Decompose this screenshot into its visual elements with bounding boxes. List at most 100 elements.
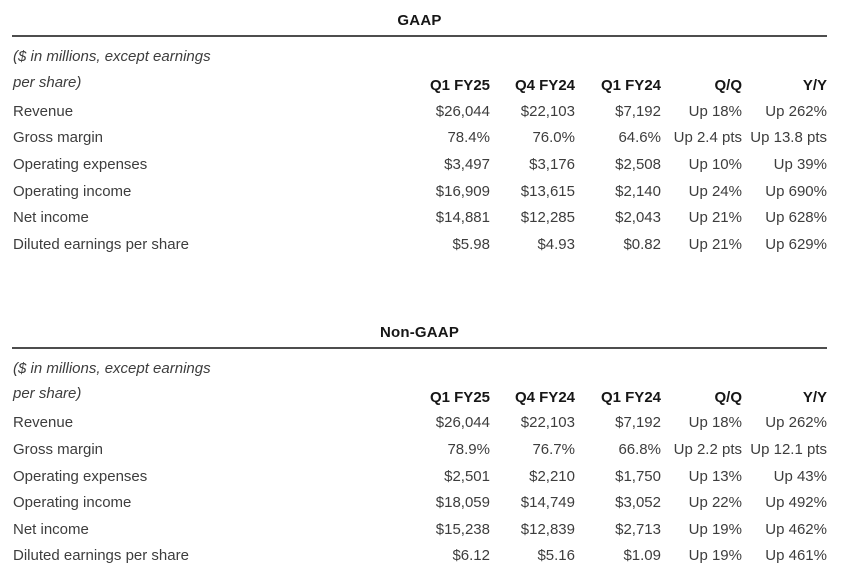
row-value: $4.93 (537, 235, 575, 253)
row-label: Operating expenses (13, 467, 148, 485)
row-label: Gross margin (13, 440, 104, 458)
row-value: $6.12 (452, 547, 490, 565)
column-header-q4fy24: Q4 FY24 (514, 77, 575, 94)
row-value: Up 690% (765, 182, 827, 200)
row-value: Up 629% (765, 235, 827, 253)
column-header-qq: Q/Q (714, 77, 742, 94)
row-value: $18,059 (435, 494, 490, 512)
table-row: Operating income $18,059 $14,749 $3,052 Up 2… (12, 489, 827, 516)
row-value: $7,192 (615, 414, 661, 432)
row-value: Up 461% (765, 547, 827, 565)
row-value: $3,176 (529, 155, 575, 173)
row-value: Up 10% (688, 155, 742, 173)
row-value: Up 2.2 pts (673, 440, 742, 458)
row-value: Up 492% (765, 494, 827, 512)
row-label: Net income (13, 520, 89, 538)
row-value: $15,238 (435, 520, 490, 538)
row-value: 76.0% (532, 129, 575, 147)
row-value: $1,750 (615, 467, 661, 485)
row-value: Up 628% (765, 209, 827, 227)
row-value: Up 43% (773, 467, 827, 485)
row-label: Operating income (13, 182, 132, 200)
row-value: Up 21% (688, 209, 742, 227)
row-value: $0.82 (623, 235, 661, 253)
row-value: $7,192 (615, 102, 661, 120)
row-value: $13,615 (520, 182, 575, 200)
row-value: Up 22% (688, 494, 742, 512)
row-value: Up 39% (773, 155, 827, 173)
column-header-q1fy25: Q1 FY25 (429, 388, 490, 406)
column-header-yy: Y/Y (802, 388, 827, 406)
row-label: Net income (13, 209, 89, 227)
units-note-line1: ($ in millions, except earnings (13, 359, 211, 377)
gaap-header-row: ($ in millions, except earnings per shar… (12, 37, 827, 98)
row-label: Revenue (13, 102, 74, 120)
row-value: $26,044 (435, 414, 490, 432)
table-row: Operating income $16,909 $13,615 $2,140 Up 2… (12, 178, 827, 205)
column-header-q1fy25: Q1 FY25 (429, 77, 490, 94)
table-row: Revenue $26,044 $22,103 $7,192 Up 18% Up 262% (12, 98, 827, 125)
row-value: $2,501 (444, 467, 490, 485)
column-header-q1fy24: Q1 FY24 (600, 77, 661, 94)
row-value: Up 13% (688, 467, 742, 485)
table-row: Gross margin 78.9% 76.7% 66.8% Up 2.2 pts Up … (12, 436, 827, 463)
row-value: Up 2.4 pts (673, 129, 742, 147)
row-value: $22,103 (520, 102, 575, 120)
row-value: Up 262% (765, 102, 827, 120)
row-label: Operating income (13, 494, 132, 512)
non-gaap-table: ($ in millions, except earnings per shar… (12, 349, 827, 569)
row-value: Up 462% (765, 520, 827, 538)
non-gaap-section-title: Non-GAAP (379, 323, 460, 341)
row-value: $2,043 (615, 209, 661, 227)
row-label: Gross margin (13, 129, 104, 147)
units-note-line2: per share) (13, 385, 82, 403)
row-label: Revenue (13, 414, 74, 432)
table-row: Gross margin 78.4% 76.0% 64.6% Up 2.4 pts Up … (12, 125, 827, 152)
row-value: 76.7% (532, 440, 575, 458)
non-gaap-title-rule (12, 346, 827, 349)
row-value: $12,839 (520, 520, 575, 538)
row-value: $26,044 (435, 102, 490, 120)
row-value: $14,749 (520, 494, 575, 512)
row-value: $14,881 (435, 209, 490, 227)
row-value: $16,909 (435, 182, 490, 200)
table-row: Net income $14,881 $12,285 $2,043 Up 21% Up 6… (12, 204, 827, 231)
table-row: Diluted earnings per share $6.12 $5.16 $1.0… (12, 543, 827, 569)
row-value: Up 19% (688, 547, 742, 565)
units-note-line1: ($ in millions, except earnings (13, 48, 211, 65)
row-value: $22,103 (520, 414, 575, 432)
column-header-q4fy24: Q4 FY24 (514, 388, 575, 406)
row-value: 66.8% (618, 440, 661, 458)
row-value: $12,285 (520, 209, 575, 227)
row-value: 64.6% (618, 129, 661, 147)
row-value: $2,713 (615, 520, 661, 538)
table-row: Revenue $26,044 $22,103 $7,192 Up 18% Up 262% (12, 410, 827, 437)
row-value: Up 12.1 pts (750, 440, 827, 458)
column-header-q1fy24: Q1 FY24 (600, 388, 661, 406)
row-value: Up 18% (688, 414, 742, 432)
row-value: Up 13.8 pts (750, 129, 827, 147)
non-gaap-header-row: ($ in millions, except earnings per shar… (12, 349, 827, 410)
table-row: Operating expenses $2,501 $2,210 $1,750 Up 1… (12, 463, 827, 490)
row-value: Up 18% (688, 102, 742, 120)
row-value: $1.09 (623, 547, 661, 565)
row-value: $2,508 (615, 155, 661, 173)
row-label: Diluted earnings per share (13, 235, 189, 253)
row-value: 78.4% (447, 129, 490, 147)
row-value: $2,140 (615, 182, 661, 200)
column-header-qq: Q/Q (714, 388, 742, 406)
column-header-yy: Y/Y (802, 77, 827, 94)
row-value: Up 19% (688, 520, 742, 538)
gaap-title-rule (12, 35, 827, 37)
gaap-table: ($ in millions, except earnings per shar… (12, 37, 827, 258)
gaap-section-title: GAAP (397, 12, 442, 29)
table-row: Operating expenses $3,497 $3,176 $2,508 Up 1… (12, 151, 827, 178)
row-value: $5.98 (452, 235, 490, 253)
units-note: ($ in millions, except earnings per shar… (12, 37, 392, 98)
row-value: $3,052 (615, 494, 661, 512)
row-value: $5.16 (537, 547, 575, 565)
units-note: ($ in millions, except earnings per shar… (12, 349, 392, 410)
table-row: Diluted earnings per share $5.98 $4.93 $0.8… (12, 231, 827, 258)
row-value: $2,210 (529, 467, 575, 485)
